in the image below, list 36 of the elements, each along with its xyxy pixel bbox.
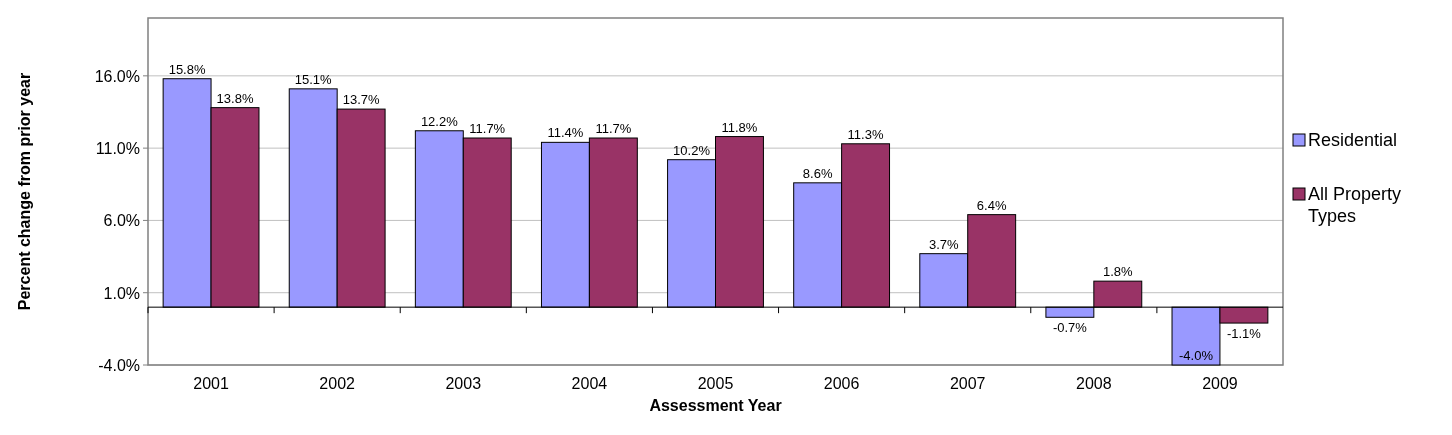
x-tick-label: 2009 <box>1202 375 1238 392</box>
data-label: 15.1% <box>294 71 333 87</box>
data-label: 11.8% <box>721 119 758 135</box>
data-label: -1.1% <box>1226 326 1262 342</box>
y-tick-label: 11.0% <box>95 140 140 158</box>
x-tick-label: 2003 <box>445 375 482 392</box>
y-axis-title: Percent change from prior year <box>16 72 33 311</box>
data-label: 13.8% <box>216 90 254 106</box>
data-label: 13.7% <box>342 92 380 108</box>
data-label: 11.3% <box>847 126 884 142</box>
data-label: 1.8% <box>1102 264 1134 280</box>
data-label: 12.2% <box>420 113 459 129</box>
data-label: -4.0% <box>1179 348 1214 363</box>
y-tick-label: -4.0% <box>98 357 140 374</box>
data-label: 15.8% <box>168 61 206 77</box>
x-tick-label: 2008 <box>1076 375 1112 392</box>
data-label: 3.7% <box>928 236 960 252</box>
x-tick-label: 2004 <box>571 375 608 392</box>
legend-label: Residential <box>1308 130 1398 150</box>
x-tick-label: 2005 <box>697 375 734 392</box>
data-label: 10.2% <box>673 142 711 158</box>
legend-label: All Property Types <box>1308 184 1402 226</box>
data-label: -0.7% <box>1052 320 1088 336</box>
x-tick-label: 2007 <box>949 375 986 392</box>
data-label: 6.4% <box>976 197 1007 213</box>
y-tick-label: 6.0% <box>103 212 140 230</box>
data-label: 11.7% <box>595 121 632 136</box>
data-label: 8.6% <box>802 165 833 181</box>
y-tick-label: 1.0% <box>103 284 140 302</box>
data-label: 11.4% <box>547 125 584 141</box>
y-tick-label: 16.0% <box>94 67 140 85</box>
x-tick-label: 2006 <box>823 375 860 392</box>
x-tick-label: 2002 <box>319 375 356 392</box>
data-label: 11.7% <box>469 121 506 136</box>
x-axis-title: Assessment Year <box>649 397 782 414</box>
x-tick-label: 2001 <box>193 375 229 392</box>
